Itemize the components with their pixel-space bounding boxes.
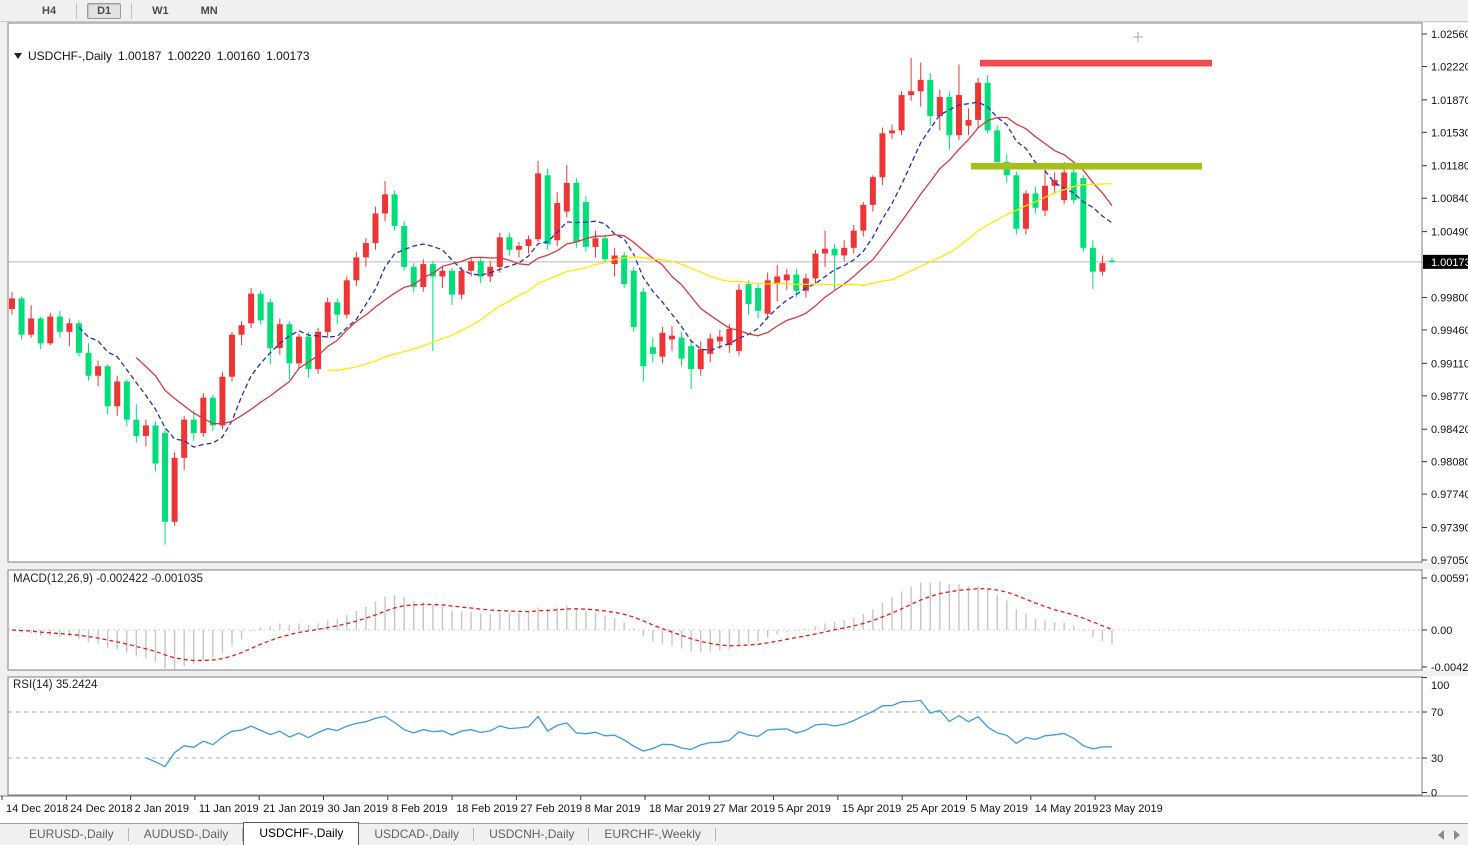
toolbar-separator	[131, 2, 133, 19]
chart-title-row: USDCHF-,Daily 1.00187 1.00220 1.00160 1.…	[14, 49, 310, 63]
panel-separator[interactable]	[0, 563, 1468, 569]
price-tick-label: 1.00840	[1431, 193, 1468, 205]
chart-canvas[interactable]: 1.02560 1.02220 1.01870 1.01530 1.01180 1.008…	[0, 22, 1468, 823]
macd-main-value: -0.002422	[96, 573, 148, 585]
date-axis-background[interactable]	[0, 796, 1468, 823]
macd-panel-background	[8, 570, 1422, 670]
macd-label-row: MACD(12,26,9) -0.002422 -0.001035	[13, 573, 203, 585]
price-tick-label: 0.97740	[1431, 489, 1468, 501]
date-tick-label: 21 Jan 2019	[263, 803, 324, 815]
chart-tab-bar: EURUSD-,Daily AUDUSD-,Daily USDCHF-,Daily U…	[0, 822, 1468, 845]
date-tick-label: 18 Mar 2019	[649, 803, 711, 815]
macd-tick-label: -0.004243	[1431, 662, 1468, 674]
ohlc-close: 1.00173	[266, 49, 310, 63]
macd-signal-value: -0.001035	[151, 573, 203, 585]
price-tick-label: 1.01870	[1431, 95, 1468, 107]
chart-tab-eurusd-daily[interactable]: EURUSD-,Daily	[14, 824, 129, 845]
rsi-indicator-label: RSI(14)	[13, 679, 53, 691]
panel-separator[interactable]	[0, 671, 1468, 676]
current-price-text: 1.00173	[1431, 257, 1468, 269]
price-scale-background[interactable]	[1422, 23, 1468, 796]
price-tick-label: 1.02560	[1431, 29, 1468, 41]
date-tick-label: 8 Mar 2019	[585, 803, 641, 815]
ma-mid-line	[135, 116, 1113, 425]
ohlc-low: 1.00160	[216, 49, 261, 63]
support-zone-rectangle[interactable]	[971, 162, 1202, 170]
chart-area[interactable]: 1.02560 1.02220 1.01870 1.01530 1.01180 1.008…	[0, 22, 1468, 823]
date-tick-label: 15 Apr 2019	[842, 803, 901, 815]
rsi-tick-label: 30	[1431, 753, 1443, 765]
date-tick-label: 27 Mar 2019	[713, 803, 775, 815]
tab-scroll-left-icon[interactable]	[1438, 829, 1444, 840]
price-tick-label: 0.98080	[1431, 457, 1468, 469]
price-tick-label: 1.00490	[1431, 227, 1468, 239]
ohlc-high: 1.00220	[167, 49, 211, 63]
candlestick-series	[9, 57, 1115, 545]
indicator-collapse-icon[interactable]	[14, 53, 22, 59]
date-tick-label: 27 Feb 2019	[520, 803, 582, 815]
date-tick-label: 11 Jan 2019	[199, 803, 259, 815]
date-tick-label: 14 Dec 2018	[6, 803, 68, 815]
chart-tab-usdchf-daily[interactable]: USDCHF-,Daily	[243, 822, 360, 845]
macd-indicator-label: MACD(12,26,9)	[13, 573, 93, 585]
date-axis[interactable]: 14 Dec 2018 24 Dec 2018 2 Jan 2019 11 Jan 2…	[1, 796, 1163, 815]
date-tick-label: 25 Apr 2019	[906, 803, 965, 815]
symbol-label: USDCHF-,Daily	[28, 49, 112, 63]
ohlc-open: 1.00187	[118, 49, 162, 63]
date-tick-label: 23 May 2019	[1099, 803, 1163, 815]
price-tick-label: 1.02220	[1431, 61, 1468, 73]
rsi-line	[145, 699, 1113, 768]
price-tick-label: 0.99110	[1431, 358, 1468, 370]
chart-tab-audusd-daily[interactable]: AUDUSD-,Daily	[129, 824, 244, 845]
chart-tab-usdcnh-daily[interactable]: USDCNH-,Daily	[474, 824, 590, 845]
date-tick-label: 18 Feb 2019	[456, 803, 518, 815]
date-tick-label: 14 May 2019	[1035, 803, 1099, 815]
macd-scale[interactable]: 0.00597 0.00 -0.004243	[1422, 573, 1468, 674]
chart-tab-usdcad-daily[interactable]: USDCAD-,Daily	[359, 824, 474, 845]
rsi-tick-label: 70	[1431, 707, 1443, 719]
date-tick-label: 5 May 2019	[971, 803, 1028, 815]
timeframe-button-d1[interactable]: D1	[87, 2, 122, 19]
ma-fast-line	[78, 101, 1113, 448]
rsi-panel-background	[8, 677, 1422, 795]
rsi-label-row: RSI(14) 35.2424	[13, 679, 97, 691]
rsi-scale[interactable]: 100 70 30 0	[1422, 677, 1449, 800]
current-price-tag: 1.00173	[1423, 254, 1468, 269]
chart-tab-eurchf-weekly[interactable]: EURCHF-,Weekly	[589, 824, 717, 845]
main-panel-background[interactable]	[8, 23, 1422, 562]
price-tick-label: 0.99460	[1431, 325, 1468, 337]
timeframe-toolbar: H4 D1 W1 MN	[0, 0, 1468, 22]
timeframe-button-w1[interactable]: W1	[152, 4, 169, 17]
ma-slow-line	[327, 182, 1113, 371]
timeframe-button-mn[interactable]: MN	[200, 4, 218, 17]
date-tick-label: 8 Feb 2019	[392, 803, 448, 815]
rsi-tick-label: 100	[1431, 680, 1449, 692]
date-tick-label: 5 Apr 2019	[778, 803, 831, 815]
toolbar-separator	[76, 2, 78, 19]
price-tick-label: 0.97050	[1431, 555, 1468, 567]
price-tick-label: 0.98420	[1431, 424, 1468, 436]
main-plot[interactable]	[8, 57, 1422, 545]
rsi-value: 35.2424	[55, 679, 98, 691]
price-tick-label: 1.01530	[1431, 127, 1468, 139]
price-tick-label: 1.01180	[1431, 161, 1468, 173]
date-tick-label: 24 Dec 2018	[70, 803, 132, 815]
mouse-cursor-crosshair	[1133, 32, 1143, 42]
price-tick-label: 0.99800	[1431, 292, 1468, 304]
macd-tick-label: 0.00597	[1431, 573, 1468, 585]
macd-tick-label: 0.00	[1431, 625, 1452, 637]
macd-plot	[8, 581, 1422, 670]
rsi-plot	[8, 699, 1422, 768]
price-tick-label: 0.98770	[1431, 391, 1468, 403]
date-tick-label: 2 Jan 2019	[135, 803, 189, 815]
price-tick-label: 0.97390	[1431, 523, 1468, 535]
timeframe-button-h4[interactable]: H4	[42, 4, 57, 17]
tab-scroll-right-icon[interactable]	[1454, 829, 1460, 840]
resistance-zone-rectangle[interactable]	[980, 59, 1212, 67]
macd-signal-line	[11, 588, 1113, 662]
price-scale[interactable]: 1.02560 1.02220 1.01870 1.01530 1.01180 1.008…	[1422, 29, 1468, 567]
rsi-tick-label: 0	[1431, 788, 1437, 800]
date-tick-label: 30 Jan 2019	[328, 803, 389, 815]
